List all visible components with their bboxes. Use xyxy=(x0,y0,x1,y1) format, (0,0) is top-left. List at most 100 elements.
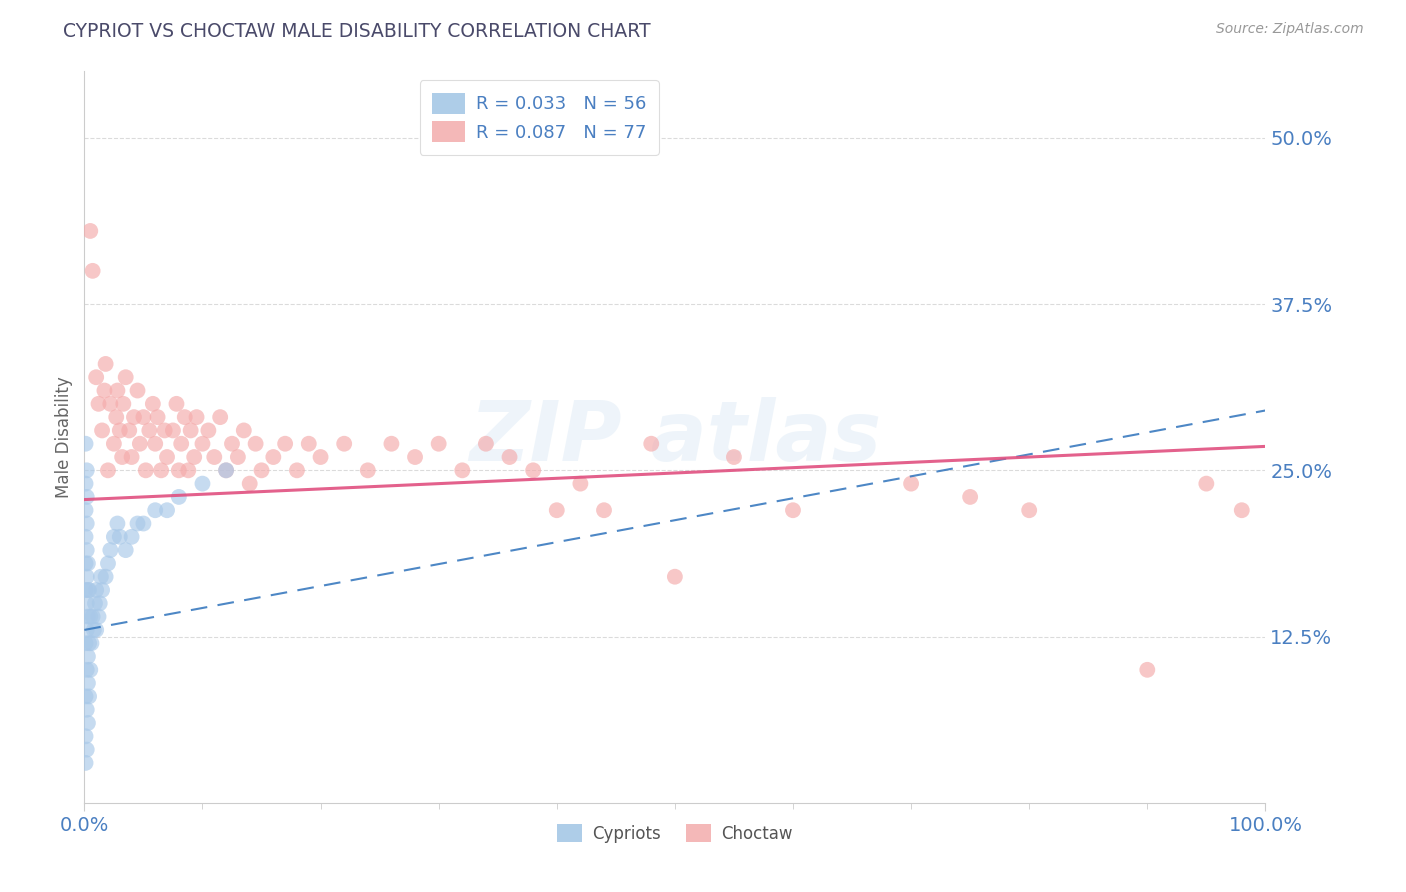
Point xyxy=(75,729,97,743)
Point xyxy=(107,516,129,531)
Point xyxy=(782,503,804,517)
Point xyxy=(1195,476,1218,491)
Point xyxy=(114,370,136,384)
Point xyxy=(451,463,474,477)
Point xyxy=(127,384,149,398)
Point xyxy=(664,570,686,584)
Point xyxy=(593,503,616,517)
Point xyxy=(75,582,97,597)
Point xyxy=(76,663,98,677)
Point xyxy=(333,436,356,450)
Point xyxy=(84,623,107,637)
Point xyxy=(89,596,111,610)
Point xyxy=(76,543,98,558)
Point xyxy=(262,450,284,464)
Point xyxy=(98,543,121,558)
Point xyxy=(546,503,568,517)
Point xyxy=(498,450,520,464)
Point xyxy=(87,609,110,624)
Point xyxy=(183,450,205,464)
Point xyxy=(84,596,107,610)
Point xyxy=(150,463,173,477)
Point xyxy=(76,570,98,584)
Point xyxy=(167,490,190,504)
Point xyxy=(77,609,100,624)
Point xyxy=(84,582,107,597)
Point xyxy=(76,516,98,531)
Point xyxy=(298,436,321,450)
Point xyxy=(97,463,120,477)
Point xyxy=(75,503,97,517)
Point xyxy=(79,663,101,677)
Point xyxy=(103,530,125,544)
Point xyxy=(138,424,160,438)
Point xyxy=(75,690,97,704)
Point xyxy=(245,436,267,450)
Point xyxy=(79,609,101,624)
Point xyxy=(105,410,128,425)
Point xyxy=(80,636,103,650)
Point xyxy=(215,463,238,477)
Point xyxy=(77,582,100,597)
Point xyxy=(215,463,238,477)
Point xyxy=(122,410,145,425)
Point xyxy=(173,410,195,425)
Point xyxy=(640,436,662,450)
Point xyxy=(191,476,214,491)
Point xyxy=(180,424,202,438)
Point xyxy=(522,463,544,477)
Point xyxy=(94,570,117,584)
Point xyxy=(232,424,254,438)
Point xyxy=(75,476,97,491)
Point xyxy=(87,397,110,411)
Point xyxy=(82,609,104,624)
Point xyxy=(127,516,149,531)
Point xyxy=(90,570,112,584)
Text: CYPRIOT VS CHOCTAW MALE DISABILITY CORRELATION CHART: CYPRIOT VS CHOCTAW MALE DISABILITY CORRE… xyxy=(63,22,651,41)
Point xyxy=(121,450,143,464)
Point xyxy=(959,490,981,504)
Point xyxy=(1230,503,1253,517)
Point xyxy=(153,424,176,438)
Point xyxy=(75,636,97,650)
Point xyxy=(107,384,129,398)
Point xyxy=(82,264,104,278)
Point xyxy=(226,450,249,464)
Point xyxy=(274,436,297,450)
Point xyxy=(79,224,101,238)
Point xyxy=(77,582,100,597)
Point xyxy=(91,424,114,438)
Point xyxy=(177,463,200,477)
Point xyxy=(900,476,922,491)
Point xyxy=(239,476,262,491)
Point xyxy=(94,357,117,371)
Point xyxy=(128,436,150,450)
Point xyxy=(83,623,105,637)
Point xyxy=(170,436,193,450)
Point xyxy=(75,530,97,544)
Point xyxy=(427,436,450,450)
Point xyxy=(75,756,97,770)
Point xyxy=(97,557,120,571)
Point xyxy=(75,557,97,571)
Point xyxy=(380,436,402,450)
Point xyxy=(1018,503,1040,517)
Point xyxy=(142,397,165,411)
Legend: Cypriots, Choctaw: Cypriots, Choctaw xyxy=(551,818,799,849)
Point xyxy=(723,450,745,464)
Point xyxy=(77,649,100,664)
Point xyxy=(98,397,121,411)
Point xyxy=(77,557,100,571)
Point xyxy=(118,424,141,438)
Point xyxy=(77,716,100,731)
Point xyxy=(77,690,100,704)
Point xyxy=(166,397,188,411)
Point xyxy=(77,676,100,690)
Point xyxy=(197,424,219,438)
Point xyxy=(135,463,157,477)
Point xyxy=(77,636,100,650)
Point xyxy=(84,370,107,384)
Point xyxy=(143,503,166,517)
Text: ZIP atlas: ZIP atlas xyxy=(468,397,882,477)
Point xyxy=(250,463,273,477)
